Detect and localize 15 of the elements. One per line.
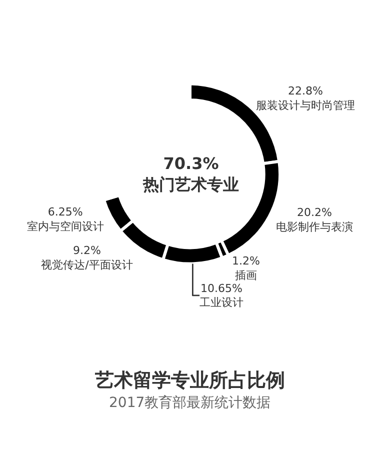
data-label: 6.25% (48, 206, 83, 219)
slice-label: 电影制作与表演 (276, 220, 353, 234)
slice-label: 室内与空间设计 (26, 220, 104, 233)
data-label: 9.2% (72, 244, 101, 258)
data-label: 1.2% (232, 254, 260, 268)
text: 2017教育部最新统计数据 (109, 394, 271, 411)
text: 70.3% 热门艺术专业 (142, 154, 239, 194)
text: 艺术留学专业所占比例 (94, 370, 285, 392)
slice-label: 工业设计 (200, 296, 244, 310)
slice-label: 插画 (235, 268, 258, 282)
data-label: 10.65% (200, 282, 242, 295)
slice-label: 视觉传达/平面设计 (41, 258, 133, 272)
data-label: 22.8% (288, 84, 323, 98)
slice-label: 服装设计与时尚管理 (256, 98, 355, 112)
data-label: 20.2% (296, 206, 332, 220)
